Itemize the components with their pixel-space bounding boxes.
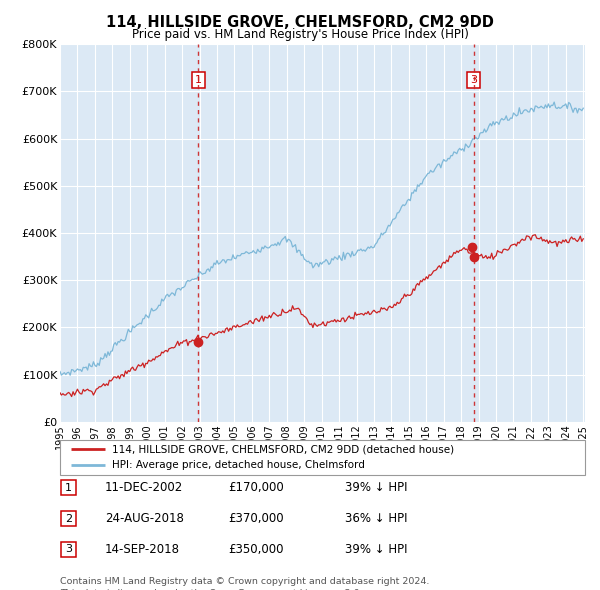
Text: 36% ↓ HPI: 36% ↓ HPI bbox=[345, 512, 407, 525]
Text: 2: 2 bbox=[65, 514, 72, 523]
FancyBboxPatch shape bbox=[61, 511, 76, 526]
Text: 1: 1 bbox=[195, 75, 202, 85]
Text: 24-AUG-2018: 24-AUG-2018 bbox=[105, 512, 184, 525]
Text: 14-SEP-2018: 14-SEP-2018 bbox=[105, 543, 180, 556]
Text: 114, HILLSIDE GROVE, CHELMSFORD, CM2 9DD (detached house): 114, HILLSIDE GROVE, CHELMSFORD, CM2 9DD… bbox=[113, 444, 455, 454]
Text: 39% ↓ HPI: 39% ↓ HPI bbox=[345, 481, 407, 494]
Text: £370,000: £370,000 bbox=[228, 512, 284, 525]
Text: £350,000: £350,000 bbox=[228, 543, 284, 556]
Text: Contains HM Land Registry data © Crown copyright and database right 2024.: Contains HM Land Registry data © Crown c… bbox=[60, 576, 430, 585]
FancyBboxPatch shape bbox=[60, 440, 585, 475]
FancyBboxPatch shape bbox=[61, 542, 76, 557]
Text: 1: 1 bbox=[65, 483, 72, 493]
Text: 114, HILLSIDE GROVE, CHELMSFORD, CM2 9DD: 114, HILLSIDE GROVE, CHELMSFORD, CM2 9DD bbox=[106, 15, 494, 30]
Text: £170,000: £170,000 bbox=[228, 481, 284, 494]
Text: Price paid vs. HM Land Registry's House Price Index (HPI): Price paid vs. HM Land Registry's House … bbox=[131, 28, 469, 41]
Text: HPI: Average price, detached house, Chelmsford: HPI: Average price, detached house, Chel… bbox=[113, 460, 365, 470]
Text: 3: 3 bbox=[65, 545, 72, 554]
FancyBboxPatch shape bbox=[61, 480, 76, 496]
Text: 11-DEC-2002: 11-DEC-2002 bbox=[105, 481, 183, 494]
Text: 3: 3 bbox=[470, 75, 477, 85]
Text: 39% ↓ HPI: 39% ↓ HPI bbox=[345, 543, 407, 556]
